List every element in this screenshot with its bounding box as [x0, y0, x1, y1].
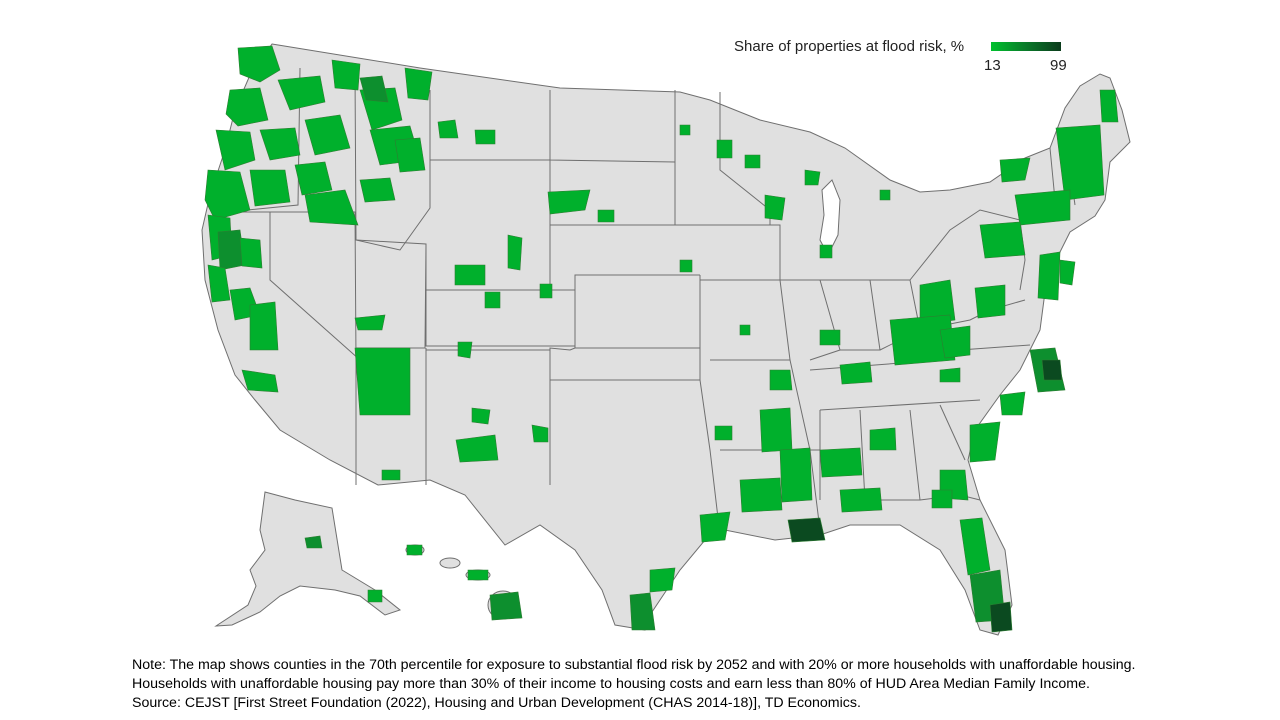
- lake-michigan: [819, 179, 841, 257]
- source-line: Source: CEJST [First Street Foundation (…: [132, 695, 861, 711]
- legend-title: Share of properties at flood risk, %: [734, 38, 965, 55]
- alaska-land: [214, 491, 402, 627]
- note-line: Households with unaffordable housing pay…: [132, 676, 1090, 692]
- state-borders: [227, 67, 1096, 536]
- footnotes: Note: The map shows counties in the 70th…: [132, 656, 1135, 713]
- contiguous-us-land: [201, 43, 1131, 636]
- legend-color-ramp: [991, 42, 1061, 51]
- legend-min-label: 13: [984, 57, 1001, 74]
- us-flood-risk-map: [120, 30, 1160, 650]
- legend-max-label: 99: [1050, 57, 1067, 74]
- flood-risk-counties: [204, 45, 1119, 633]
- note-line: Note: The map shows counties in the 70th…: [132, 657, 1136, 673]
